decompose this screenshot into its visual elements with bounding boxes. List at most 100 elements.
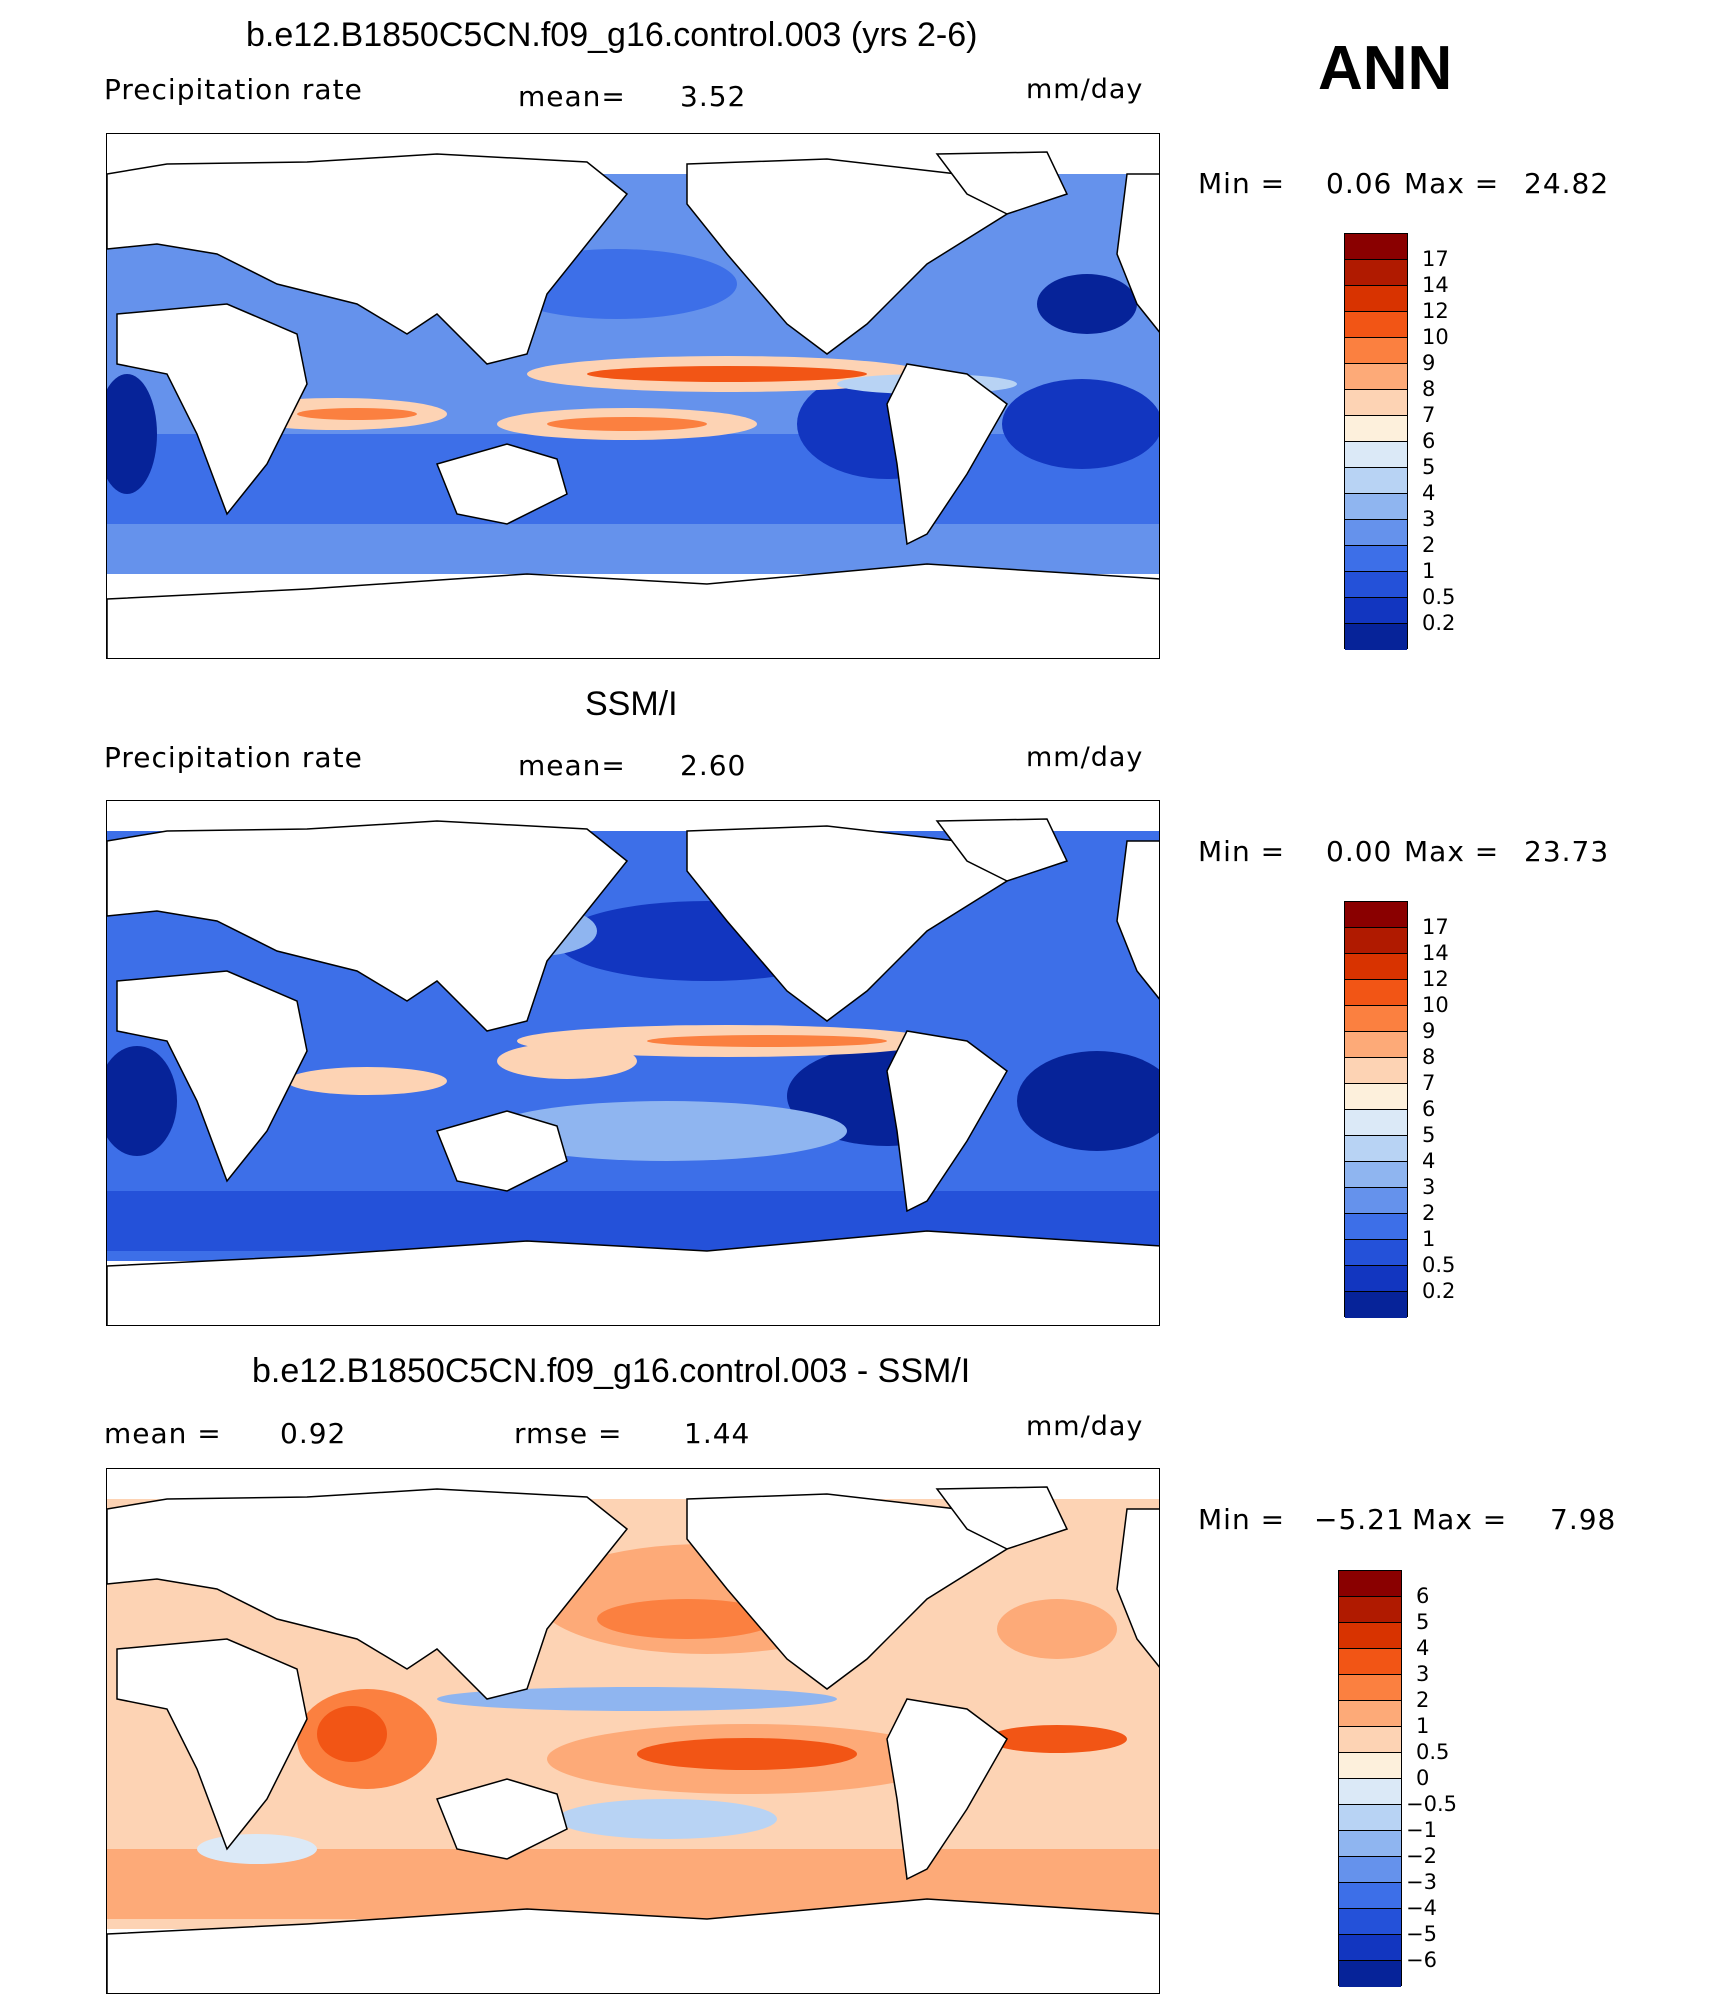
colorbar-tick-label: 7 [1422,403,1436,427]
colorbar-tick-label: 10 [1422,325,1449,349]
colorbar-swatch [1345,390,1407,416]
colorbar-tick-label: −4 [1406,1896,1437,1920]
colorbar-tick-label: −6 [1406,1948,1437,1972]
panel-model-mean-value: 3.52 [680,80,747,113]
colorbar-tick-label: 6 [1422,1097,1436,1121]
colorbar-tick-label: 1 [1422,559,1436,583]
colorbar-tick-label: 4 [1422,481,1436,505]
colorbar-swatch [1345,954,1407,980]
colorbar-swatch [1339,1649,1401,1675]
panel-model-max-value: 24.82 [1524,167,1610,200]
panel-obs-min-label: Min = [1198,835,1286,868]
colorbar-swatch [1345,1110,1407,1136]
colorbar-swatch [1339,1571,1401,1597]
colorbar-swatch [1339,1961,1401,1987]
colorbar-swatch [1345,980,1407,1006]
colorbar-tick-label: 17 [1422,915,1449,939]
colorbar-swatch [1339,1831,1401,1857]
panel-diff-max-value: 7.98 [1550,1503,1617,1536]
colorbar-tick-label: 5 [1422,1123,1436,1147]
colorbar-tick-label: 5 [1422,455,1436,479]
colorbar-tick-label: 0.5 [1422,1253,1456,1277]
colorbar-swatch [1345,928,1407,954]
colorbar-tick-label: 8 [1422,377,1436,401]
colorbar-swatch [1345,1266,1407,1292]
colorbar-tick-label: −3 [1406,1870,1437,1894]
panel-diff-max-label: Max = [1412,1503,1508,1536]
colorbar-swatch [1345,546,1407,572]
colorbar-tick-label: 0.5 [1416,1740,1450,1764]
colorbar-tick-label: −1 [1406,1818,1437,1842]
colorbar-swatch [1339,1623,1401,1649]
colorbar-swatch [1345,442,1407,468]
colorbar-tick-label: 17 [1422,247,1449,271]
colorbar-swatch [1339,1753,1401,1779]
panel-model-variable: Precipitation rate [104,73,363,106]
colorbar-swatch [1345,598,1407,624]
panel-obs-max-label: Max = [1404,835,1500,868]
colorbar-swatch [1339,1779,1401,1805]
colorbar-tick-label: 14 [1422,273,1449,297]
colorbar-tick-label: 2 [1422,1201,1436,1225]
colorbar-tick-label: 3 [1422,507,1436,531]
colorbar-swatch [1345,364,1407,390]
panel-model-max-label: Max = [1404,167,1500,200]
colorbar-swatch [1339,1727,1401,1753]
colorbar-swatch [1345,312,1407,338]
panel-model-units: mm/day [1026,74,1144,105]
colorbar-swatch [1345,416,1407,442]
season-label: ANN [1318,34,1453,103]
colorbar-tick-label: 2 [1416,1688,1430,1712]
colorbar-swatch [1345,1188,1407,1214]
colorbar-tick-label: 14 [1422,941,1449,965]
colorbar-swatch [1345,624,1407,650]
colorbar-tick-label: 10 [1422,993,1449,1017]
colorbar-swatch [1345,494,1407,520]
colorbar-swatch [1345,286,1407,312]
panel-diff-colorbar [1338,1570,1402,1987]
panel-diff-min-value: −5.21 [1314,1503,1405,1536]
colorbar-swatch [1345,234,1407,260]
colorbar-tick-label: 0.2 [1422,611,1456,635]
colorbar-tick-label: 9 [1422,351,1436,375]
colorbar-swatch [1339,1597,1401,1623]
panel-obs-mean-label: mean= [518,749,626,782]
panel-diff-map [106,1468,1160,1994]
panel-diff-rmse-value: 1.44 [684,1417,751,1450]
colorbar-swatch [1339,1909,1401,1935]
panel-obs-colorbar [1344,901,1408,1318]
panel-obs-variable: Precipitation rate [104,741,363,774]
colorbar-swatch [1345,1292,1407,1318]
colorbar-swatch [1339,1935,1401,1961]
panel-model-mean-label: mean= [518,80,626,113]
colorbar-swatch [1345,572,1407,598]
colorbar-tick-label: 4 [1422,1149,1436,1173]
colorbar-tick-label: 3 [1422,1175,1436,1199]
colorbar-swatch [1345,260,1407,286]
panel-model-title: b.e12.B1850C5CN.f09_g16.control.003 (yrs… [246,16,978,54]
colorbar-swatch [1345,468,1407,494]
panel-obs-max-value: 23.73 [1524,835,1610,868]
colorbar-swatch [1345,1006,1407,1032]
panel-diff-units: mm/day [1026,1411,1144,1442]
panel-obs-units: mm/day [1026,742,1144,773]
colorbar-tick-label: 5 [1416,1610,1430,1634]
colorbar-tick-label: 6 [1416,1584,1430,1608]
panel-diff-min-label: Min = [1198,1503,1286,1536]
colorbar-tick-label: −0.5 [1406,1792,1457,1816]
colorbar-swatch [1345,1058,1407,1084]
colorbar-swatch [1345,1214,1407,1240]
panel-diff-mean-value: 0.92 [280,1417,347,1450]
colorbar-swatch [1345,1162,1407,1188]
colorbar-tick-label: 8 [1422,1045,1436,1069]
colorbar-tick-label: 6 [1422,429,1436,453]
colorbar-swatch [1339,1805,1401,1831]
colorbar-tick-label: 0.2 [1422,1279,1456,1303]
colorbar-tick-label: −2 [1406,1844,1437,1868]
panel-obs-title: SSM/I [585,685,678,723]
colorbar-tick-label: 12 [1422,299,1449,323]
panel-model-min-label: Min = [1198,167,1286,200]
colorbar-tick-label: 1 [1416,1714,1430,1738]
colorbar-tick-label: 7 [1422,1071,1436,1095]
panel-obs-min-value: 0.00 [1326,835,1393,868]
